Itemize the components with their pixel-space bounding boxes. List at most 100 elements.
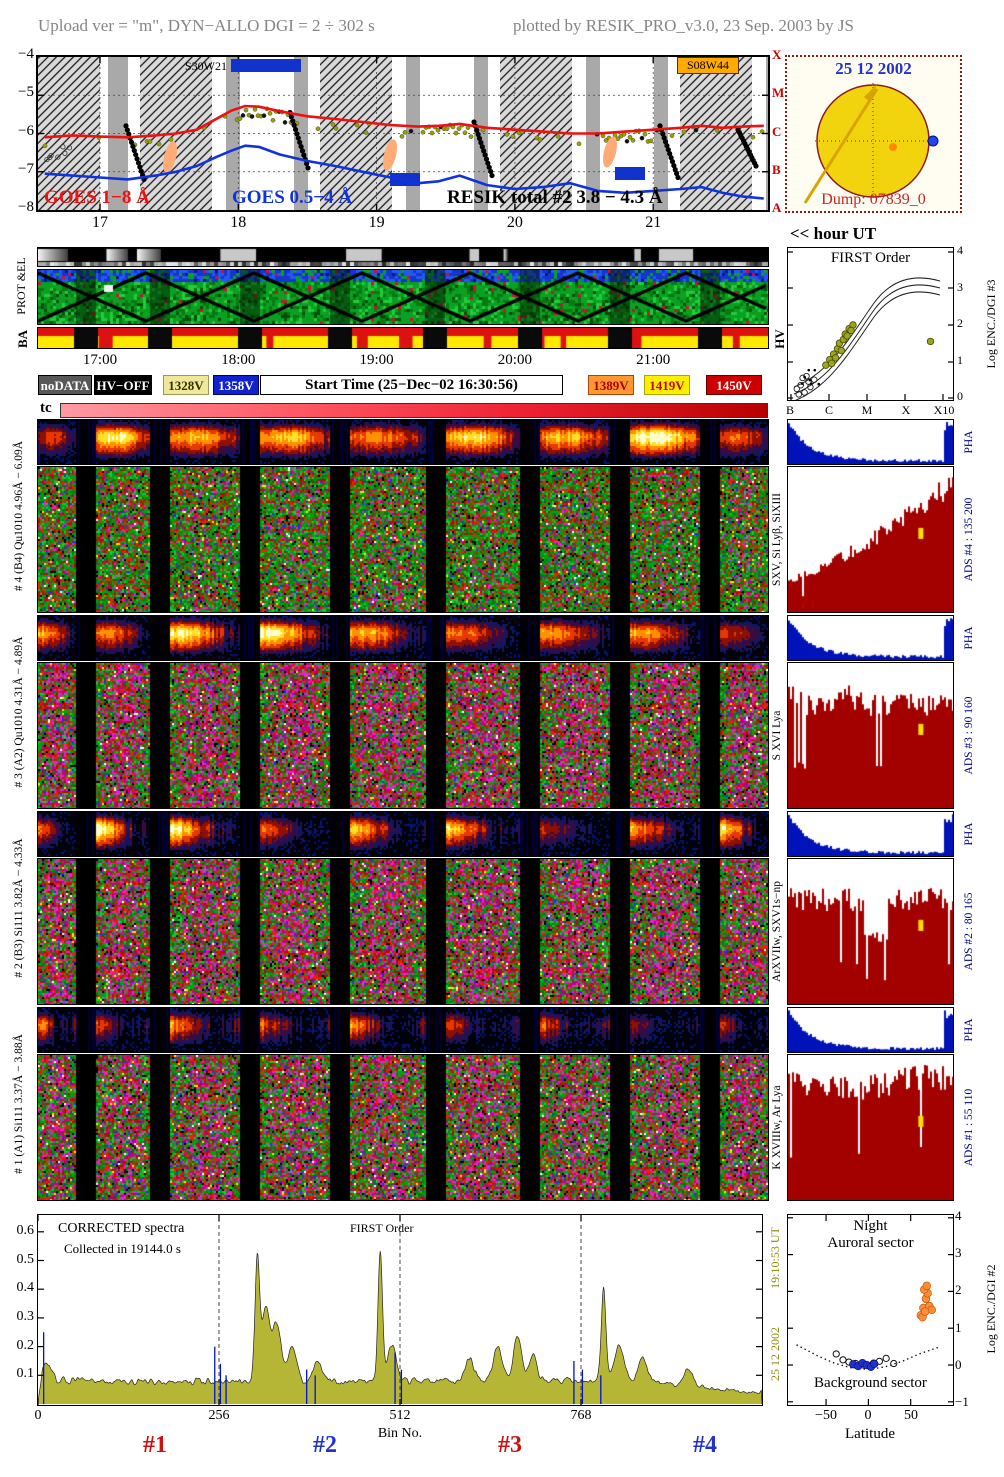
- goes-flux-panel: [36, 55, 780, 212]
- particle-strip-canvas: [38, 248, 768, 266]
- ads-right-label-ch4: ADS #4 : 135 200: [963, 497, 975, 582]
- goes-xtick: 19: [368, 214, 385, 231]
- first-order-ytick: 4: [957, 243, 963, 257]
- pha-spectrogram-canvas-ch3: [38, 616, 768, 660]
- first-order-xtick: X: [901, 403, 911, 417]
- first-order-xtick: M: [861, 403, 873, 417]
- pha-right-label-ch4: PHA: [963, 430, 975, 454]
- goes-class-letter: X: [772, 47, 782, 62]
- first-order-xtick: X10: [933, 403, 955, 417]
- first-order-title: FIRST Order: [830, 250, 911, 266]
- latitude-label: Latitude: [845, 1426, 895, 1442]
- first-order-ytick: 3: [957, 279, 963, 294]
- goes-ytick: −5: [18, 84, 34, 101]
- goes-class-letter: B: [772, 161, 781, 177]
- spectrum-segment-label: #3: [498, 1432, 522, 1458]
- goes-long-label: GOES 1−8 Å: [44, 187, 150, 208]
- sector-ytick: 1: [955, 1319, 962, 1335]
- channel-left-label-ch3: # 3 (A2) Qu1010 4.31Å − 4.89Å: [13, 636, 25, 788]
- species-label-ch2: ArXVIIw, SXV1s−np: [771, 881, 783, 982]
- ads-histogram-canvas-ch1: [788, 1055, 953, 1200]
- orbit-panel: [37, 269, 769, 325]
- pha-histogram-canvas-ch2: [788, 812, 953, 856]
- first-order-ytick: 1: [957, 352, 963, 367]
- flare-tag-s30w21: S30W21: [185, 59, 227, 73]
- dump-label: Dump: 07839_0: [821, 191, 926, 208]
- latitude-sector-panel: Night Auroral sector Background sector: [787, 1214, 954, 1406]
- corrected-spectra-plot: [37, 1215, 763, 1405]
- flare-tag-s08w44: S08W44: [677, 57, 739, 74]
- spectra-time-label: 19:10:53 UT: [768, 1227, 782, 1289]
- goes-short-label: GOES 0.5−4 Å: [232, 187, 353, 208]
- pha-right-label-ch3: PHA: [963, 626, 975, 650]
- solar-disk-plot: [787, 57, 960, 211]
- legend-start-time: Start Time (25−Dec−02 16:30:56): [260, 375, 563, 395]
- legend-item: 1328V: [163, 375, 209, 395]
- header-left: Upload ver = "m", DYN−ALLO DGI = 2 ÷ 302…: [38, 16, 375, 35]
- ads-histogram-canvas-ch4: [788, 467, 953, 612]
- particle-strip-panel: [37, 247, 769, 267]
- log-enc-dgi3-label: Log ENC./DGI #3: [984, 279, 998, 369]
- corrected-spectra-panel: CORRECTED spectra Collected in 19144.0 s…: [37, 1214, 763, 1406]
- channel-left-label-ch1: # 1 (A1) Si111 3.37Å − 3.88Å: [13, 1034, 25, 1174]
- pha-spectrogram-canvas-ch4: [38, 420, 768, 464]
- sector-xtick: 0: [864, 1408, 872, 1423]
- goes-xtick: 17: [92, 214, 108, 231]
- latitude-sector-plot: [788, 1215, 953, 1405]
- header-right: plotted by RESIK_PRO_v3.0, 23 Sep. 2003 …: [513, 16, 854, 35]
- spectrum-ytick: 0.1: [16, 1366, 35, 1382]
- ads-spectrogram-canvas-ch4: [38, 467, 768, 612]
- spectra-order-label: FIRST Order: [350, 1221, 414, 1235]
- spectrum-xtick: 0: [34, 1408, 42, 1423]
- hv-label: HV: [772, 329, 787, 349]
- prot-el-label: PROT &EL: [14, 257, 28, 315]
- ads-spectrogram-canvas-ch1: [38, 1055, 768, 1200]
- flare-marker-bar: [231, 59, 301, 72]
- goes-ytick: −4: [18, 46, 34, 62]
- spectrum-ytick: 0.6: [16, 1222, 35, 1238]
- goes-ytick: −6: [18, 122, 34, 139]
- time-tick: 17:00: [82, 352, 118, 368]
- legend-item: 1358V: [213, 375, 259, 395]
- goes-ytick: −7: [18, 160, 34, 177]
- hour-ut-label: << hour UT: [790, 224, 877, 243]
- first-order-xtick: C: [824, 403, 833, 417]
- pha-spectrogram-ch4: [37, 419, 769, 465]
- ads-histogram-canvas-ch2: [788, 859, 953, 1004]
- pha-right-label-ch1: PHA: [963, 1018, 975, 1042]
- ads-right-label-ch3: ADS #3 : 90 160: [963, 696, 975, 775]
- ads-spectrogram-ch4: [37, 466, 769, 613]
- tc-label: tc: [40, 400, 52, 416]
- sector-ytick: 4: [955, 1208, 962, 1223]
- pha-spectrogram-ch2: [37, 811, 769, 857]
- ads-spectrogram-ch3: [37, 662, 769, 809]
- sector-xtick: −50: [815, 1408, 837, 1423]
- goes-class-letter: C: [772, 123, 782, 139]
- orbit-canvas: [38, 270, 768, 324]
- auroral-sector-label: Auroral sector: [827, 1235, 914, 1251]
- resik-total-label: RESIK total #2 3.8 − 4.3 Å: [447, 187, 663, 208]
- pha-histogram-ch3: [787, 615, 954, 661]
- channel-left-label-ch4: # 4 (B4) Qu1010 4.96Å − 6.09Å: [13, 440, 25, 592]
- spectrum-segment-label: #2: [313, 1432, 337, 1458]
- pha-right-label-ch2: PHA: [963, 822, 975, 846]
- ads-histogram-canvas-ch3: [788, 663, 953, 808]
- legend-item: 1419V: [644, 375, 690, 395]
- ads-histogram-ch2: [787, 858, 954, 1005]
- first-order-ytick: 0: [957, 389, 963, 403]
- time-tick: 21:00: [636, 352, 671, 368]
- first-order-xtick: B: [785, 403, 794, 417]
- ads-histogram-ch4: [787, 466, 954, 613]
- goes-class-letter: M: [772, 85, 785, 101]
- spectrum-xtick: 768: [570, 1408, 592, 1423]
- ads-histogram-ch1: [787, 1054, 954, 1201]
- ads-spectrogram-canvas-ch2: [38, 859, 768, 1004]
- ads-right-label-ch2: ADS #2 : 80 165: [963, 892, 975, 971]
- legend-item: HV−OFF: [94, 375, 152, 395]
- pha-histogram-canvas-ch1: [788, 1008, 953, 1052]
- pha-spectrogram-ch1: [37, 1007, 769, 1053]
- ads-spectrogram-ch1: [37, 1054, 769, 1201]
- sector-xtick: 50: [904, 1408, 918, 1423]
- spectra-subtitle: Collected in 19144.0 s: [64, 1241, 181, 1256]
